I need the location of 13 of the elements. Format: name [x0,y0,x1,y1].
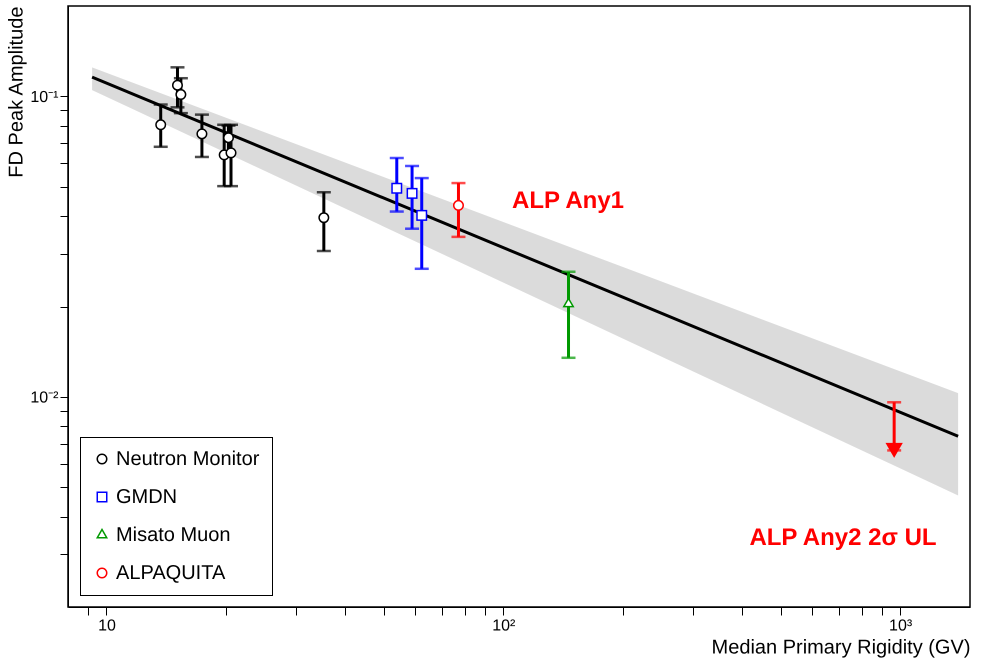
x-axis-title: Median Primary Rigidity (GV) [712,636,970,658]
y-axis-title: FD Peak Amplitude [5,6,28,178]
legend-label: ALPAQUITA [116,562,226,584]
x-tick-label: 10 [98,618,116,634]
y-tick-label: 10⁻² [30,389,60,406]
legend-label: Misato Muon [116,524,230,546]
y-tick-label: 10⁻¹ [30,88,58,106]
legend-label: Neutron Monitor [116,448,260,470]
annotation: ALP Any1 [512,187,624,214]
legend-label: GMDN [116,486,178,508]
x-tick-label: 10² [492,618,516,634]
x-tick-label: 10³ [889,618,913,634]
annotation: ALP Any2 2σ UL [749,524,937,551]
